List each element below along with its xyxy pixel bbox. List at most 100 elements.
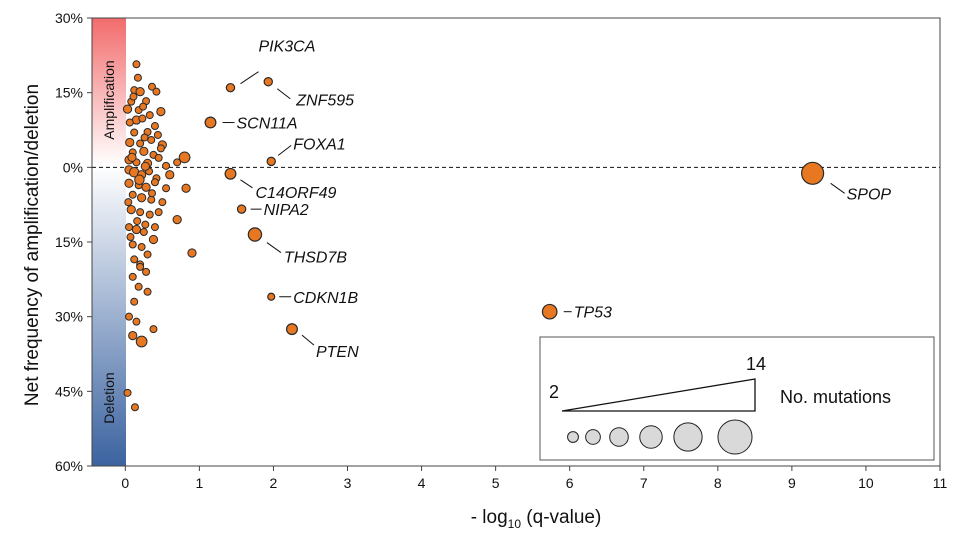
data-point [147,135,156,144]
data-point [125,137,135,148]
data-point-tp53 [541,303,558,320]
x-tick-label: 3 [344,475,352,491]
x-tick-label: 2 [270,475,278,491]
data-point [147,82,156,91]
y-tick-label: 30% [55,10,83,26]
data-point [143,250,152,259]
data-point [134,174,145,186]
data-point-foxa1 [266,156,276,167]
data-point [173,158,182,167]
x-tick-label: 5 [492,475,500,491]
x-tick-label: 4 [418,475,426,491]
data-point [165,170,175,180]
data-point [150,178,159,187]
data-point [140,161,150,171]
x-axis-title-suffix: (q-value) [521,507,601,528]
data-point [128,240,137,249]
x-tick-label: 8 [714,475,722,491]
legend-circles [567,419,753,455]
y-tick-label: 15% [55,85,83,101]
data-point [136,139,145,148]
x-tick-label: 0 [121,475,129,491]
data-point [181,183,191,193]
data-point [133,217,142,226]
data-point [130,128,139,137]
data-point [150,223,159,232]
data-point [187,248,197,258]
data-point [130,403,139,412]
data-point [145,210,154,219]
data-point [130,255,139,264]
data-point [129,92,138,101]
leader-line-pik3ca [240,71,259,85]
data-point [132,60,141,69]
data-point [133,73,142,82]
legend-title: No. mutations [780,387,891,407]
data-point [126,233,135,242]
data-point [124,178,134,188]
data-point [138,114,147,123]
data-point [162,161,171,170]
data-point [150,122,159,131]
data-point [131,224,142,235]
data-point [128,272,137,281]
data-point [130,297,139,306]
legend-max-label: 14 [746,354,766,374]
data-point [143,287,152,296]
data-point [126,205,136,215]
data-point [135,87,145,97]
data-point [128,330,138,341]
data-point [127,152,137,163]
data-point [156,144,165,153]
band-label-deletion: Deletion [101,372,117,423]
data-point [124,198,133,207]
gene-label-znf595: ZNF595 [295,93,354,110]
data-point [148,234,159,245]
data-point [158,198,167,207]
data-point [139,102,148,111]
gene-label-thsd7b: THSD7B [284,250,347,267]
gene-label-nipa2: NIPA2 [264,202,309,219]
y-tick-label: 60% [55,458,83,474]
data-point [125,223,134,232]
data-point-spop [801,161,825,185]
data-point [139,146,149,157]
x-tick-label: 11 [933,475,948,491]
legend-size-wedge [561,378,756,412]
data-point [125,312,134,321]
size-legend: 2 14 No. mutations [539,336,935,461]
leader-line-foxa1 [277,144,292,156]
y-axis-title: Net frequency of amplification/deletion [22,84,43,406]
gene-label-spop: SPOP [847,186,892,203]
y-tick-label: 15% [55,234,83,250]
leader-line-znf595 [276,88,291,100]
x-tick-label: 1 [195,475,203,491]
data-point [154,208,163,217]
data-point-znf595 [263,76,273,87]
x-tick-label: 7 [640,475,648,491]
y-axis: 30% 15% 0% 15% 30% 45% 60% [55,10,92,474]
data-point [136,208,145,217]
gene-label-pten: PTEN [316,344,359,361]
y-tick-label: 45% [55,383,83,399]
data-point-c14orf49 [224,167,237,180]
data-point [140,133,149,142]
data-point [141,220,150,229]
gene-label-scn11a: SCN11A [236,116,297,133]
data-point [139,228,148,237]
data-point [147,195,156,204]
legend-circle [717,419,753,455]
x-axis-title: - log10 (q-value) [471,507,602,531]
data-points [122,60,825,412]
legend-min-label: 2 [549,382,559,402]
data-point [136,262,145,271]
data-point [147,189,156,198]
data-point [178,151,191,164]
leader-line-c14orf49 [240,179,253,189]
data-point [162,184,171,193]
data-point [137,242,146,251]
data-point [123,388,132,397]
data-point [128,190,137,199]
